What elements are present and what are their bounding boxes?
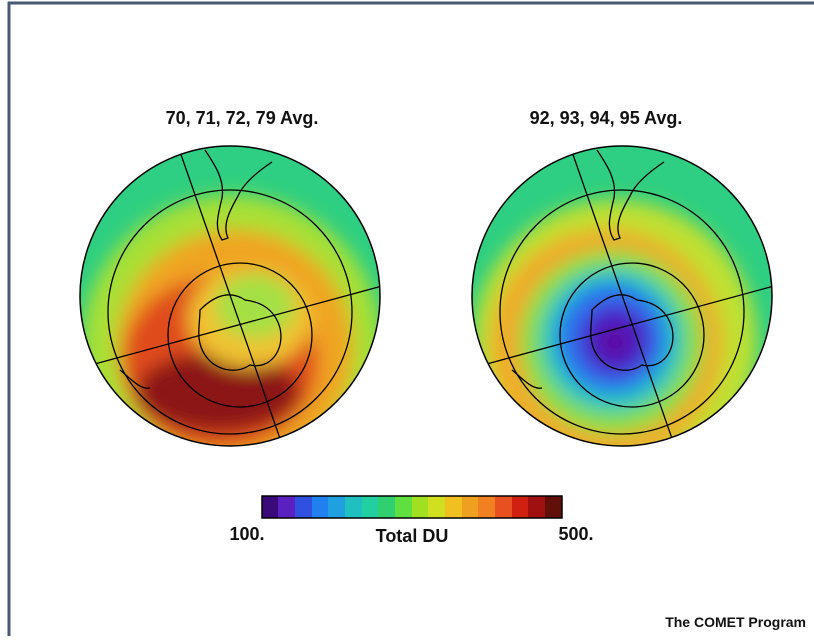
figure: 70, 71, 72, 79 Avg. 92, 93, 94, 95 Avg.: [0, 0, 814, 636]
map-title: 92, 93, 94, 95 Avg.: [530, 108, 683, 128]
globe: [70, 140, 390, 495]
globe: [462, 140, 782, 484]
colorbar-min: 100.: [229, 524, 264, 544]
map-title: 70, 71, 72, 79 Avg.: [166, 108, 319, 128]
colorbar-max: 500.: [558, 524, 593, 544]
colorbar: [262, 496, 562, 518]
page: 70, 71, 72, 79 Avg. 92, 93, 94, 95 Avg.: [0, 0, 814, 636]
colorbar-label: Total DU: [376, 526, 449, 546]
credit: The COMET Program: [665, 614, 806, 630]
